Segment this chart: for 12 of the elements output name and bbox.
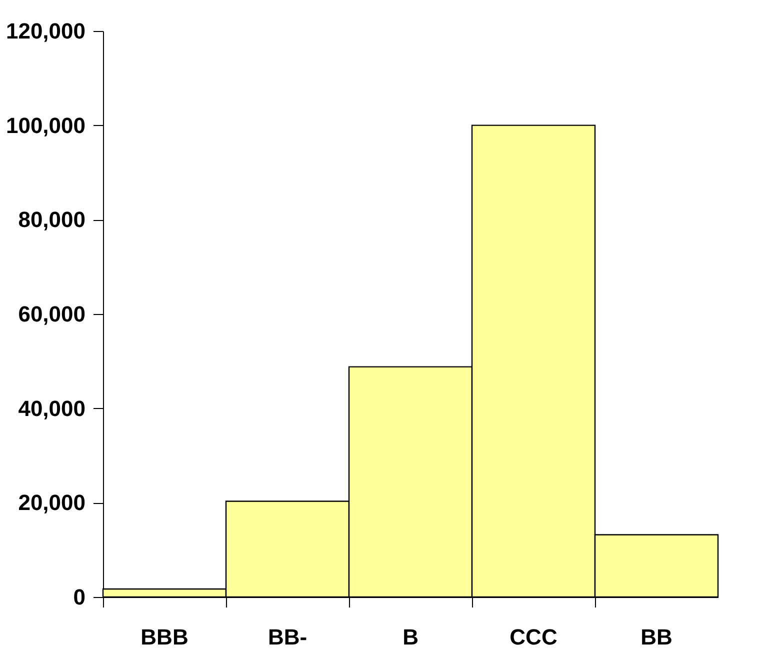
y-tick-label: 80,000 [18,207,86,232]
x-tick-label: BBB [140,624,188,650]
x-tick-label: BB- [268,624,308,650]
y-tick-label: 0 [73,584,86,610]
y-tick-label: 100,000 [6,112,86,138]
y-tick-label: 120,000 [6,18,86,44]
y-tick-label: 20,000 [18,490,86,516]
y-tick-label: 60,000 [18,302,86,326]
x-tick-label: BB [640,624,672,650]
y-tick-label: 40,000 [18,396,86,421]
x-tick-label: B [402,624,418,650]
x-tick-label: CCC [510,624,558,650]
